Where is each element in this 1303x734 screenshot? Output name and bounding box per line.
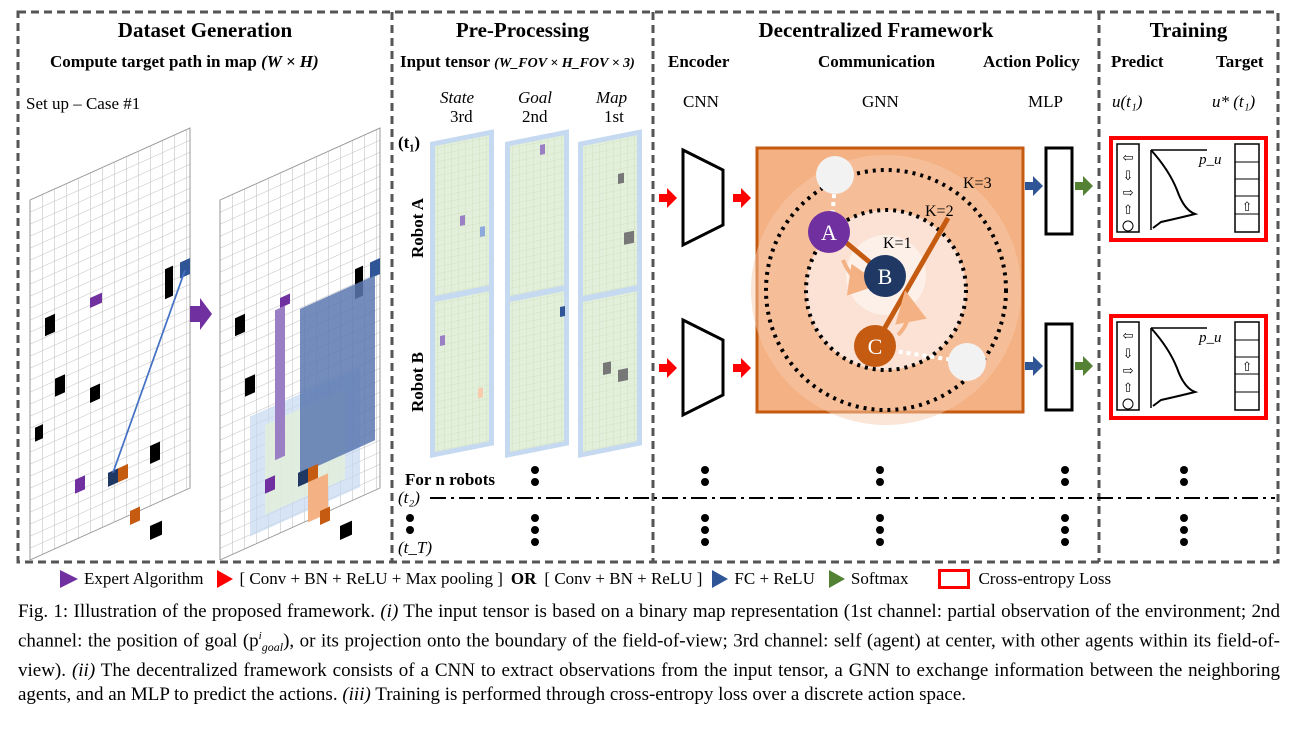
for-n-robots-label: For n robots: [405, 470, 496, 489]
robot-a-label: Robot A: [408, 198, 427, 258]
blue-arrow-a: [1025, 176, 1043, 196]
neighbor-node-top: [816, 156, 854, 194]
k1-text: K=1: [883, 235, 912, 252]
green-arrow-b: [1075, 356, 1093, 376]
svg-text:p_u: p_u: [1198, 152, 1222, 168]
channel-map-name: Map: [596, 88, 628, 107]
svg-text:⇧: ⇧: [1242, 199, 1253, 214]
communication-label: Communication: [818, 52, 936, 71]
encoder-b: [681, 317, 725, 418]
framework-diagram: K=3 K=2 K=1 A B C: [659, 146, 1093, 546]
svg-text:⇩: ⇩: [1123, 168, 1134, 183]
node-c: [854, 325, 896, 367]
t1-label: (t₁): [398, 133, 421, 152]
t2-label: (t₂): [398, 488, 420, 507]
svg-text:⇧: ⇧: [1242, 359, 1253, 374]
section-title-preprocessing: Pre-Processing: [455, 18, 590, 42]
layout-frame: [16, 10, 1280, 564]
node-b: [864, 255, 906, 297]
legend-or: OR: [510, 569, 537, 588]
svg-text:⇧: ⇧: [1123, 380, 1134, 395]
mlp-a: [1044, 146, 1074, 236]
channel-map-order: 1st: [604, 107, 624, 126]
node-a: [808, 211, 850, 253]
purple-arrow-icon: [60, 570, 78, 588]
red-arrow-icon: [217, 570, 234, 588]
svg-text:⇨: ⇨: [1123, 363, 1134, 378]
grid-maps: [29, 127, 381, 560]
communication-sub: GNN: [862, 92, 899, 111]
svg-text:p_u: p_u: [1198, 330, 1222, 346]
svg-text:⇦: ⇦: [1123, 150, 1134, 165]
svg-text:A: A: [821, 220, 837, 245]
target-math: u* (t₁): [1212, 92, 1256, 111]
dataset-subtitle: Compute target path in map (W × H): [50, 52, 319, 71]
blue-arrow-icon: [712, 570, 729, 588]
legend-softmax: Softmax: [850, 569, 909, 588]
channel-state-name: State: [440, 88, 474, 107]
target-label: Target: [1216, 52, 1264, 71]
setup-label: Set up – Case #1: [26, 94, 141, 113]
neighbor-node-right: [948, 343, 986, 381]
encoder-label: Encoder: [668, 52, 730, 71]
training-diagram: ⇦ ⇩ ⇨ ⇧ p_u ⇧ ⇦ ⇩ ⇨ ⇧ p_u ⇧: [1109, 136, 1268, 546]
svg-text:B: B: [878, 264, 893, 289]
green-arrow-icon: [828, 570, 845, 588]
channel-state-order: 3rd: [450, 107, 473, 126]
mlp-b: [1044, 322, 1074, 412]
svg-text:⇧: ⇧: [1123, 202, 1134, 217]
action-policy-sub: MLP: [1028, 92, 1063, 111]
fov-tensors: [430, 129, 642, 458]
legend-conv2: [ Conv + BN + ReLU ]: [544, 569, 703, 588]
k2-text: K=2: [925, 203, 954, 220]
svg-text:C: C: [868, 334, 883, 359]
channel-goal-order: 2nd: [522, 107, 548, 126]
red-arrow-b1: [659, 358, 677, 378]
predict-label: Predict: [1111, 52, 1164, 71]
legend-loss: Cross-entropy Loss: [978, 569, 1112, 588]
robot-b-label: Robot B: [408, 352, 427, 412]
svg-text:⇨: ⇨: [1123, 185, 1134, 200]
legend-expert: Expert Algorithm: [84, 569, 204, 588]
channel-goal-name: Goal: [518, 88, 552, 107]
svg-text:⇩: ⇩: [1123, 346, 1134, 361]
red-box-icon: [938, 569, 971, 589]
red-arrow-b2: [733, 358, 751, 378]
section-title-framework: Decentralized Framework: [758, 18, 994, 42]
legend-fc: FC + ReLU: [734, 569, 815, 588]
tT-label: (t_T): [398, 538, 432, 557]
section-title-training: Training: [1149, 18, 1228, 42]
encoder-sub: CNN: [683, 92, 719, 111]
k3-text: K=3: [963, 175, 992, 192]
red-arrow-a1: [659, 188, 677, 208]
legend: Expert Algorithm [ Conv + BN + ReLU + Ma…: [60, 566, 1111, 592]
encoder-a: [681, 147, 725, 248]
red-arrow-a2: [733, 188, 751, 208]
input-tensor-label: Input tensor (W_FOV × H_FOV × 3): [400, 52, 635, 71]
green-arrow-a: [1075, 176, 1093, 196]
legend-conv: [ Conv + BN + ReLU + Max pooling ]: [239, 569, 503, 588]
svg-text:⇦: ⇦: [1123, 328, 1134, 343]
action-policy-label: Action Policy: [983, 52, 1080, 71]
section-title-dataset: Dataset Generation: [117, 18, 293, 42]
figure-caption: Fig. 1: Illustration of the proposed fra…: [18, 601, 1280, 706]
predict-math: u(t₁): [1112, 92, 1143, 111]
blue-arrow-b: [1025, 356, 1043, 376]
pre-dots: [406, 466, 539, 546]
